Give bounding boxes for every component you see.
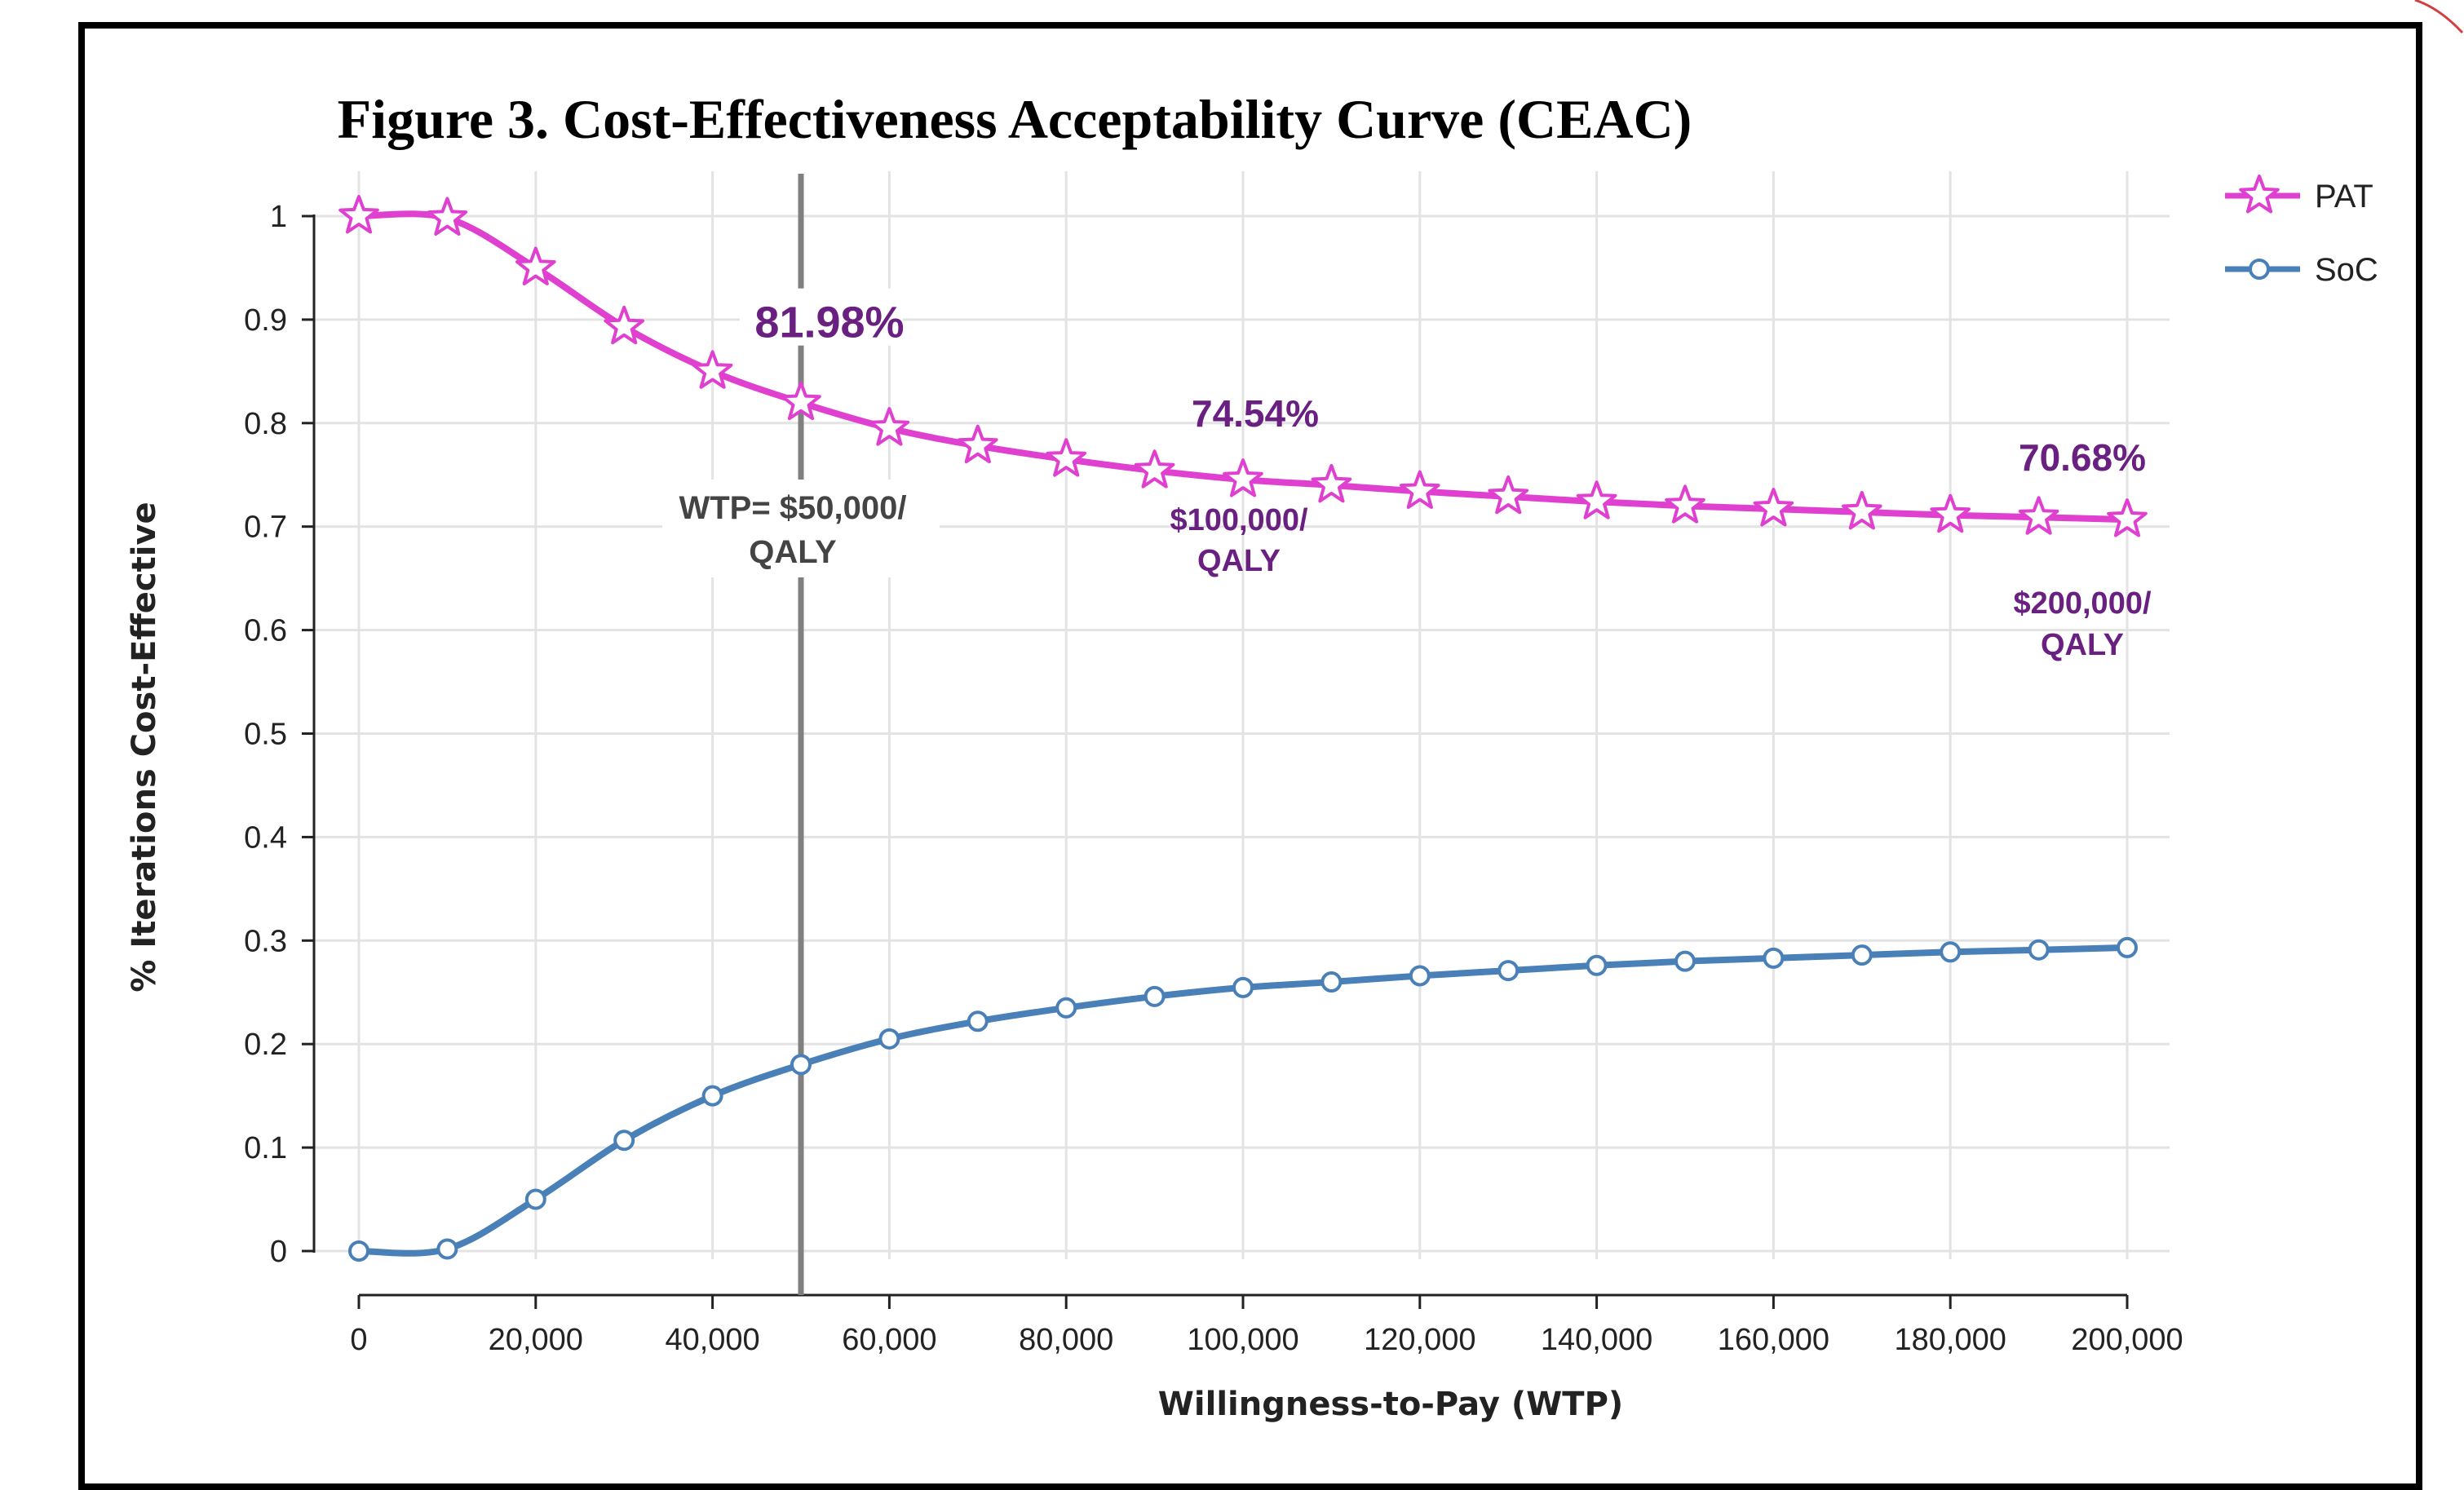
y-tick-label-5: 0.5	[244, 718, 287, 752]
pat-point-16	[1753, 488, 1794, 527]
grid	[310, 171, 2170, 1259]
y-tick-label-0: 0	[270, 1235, 287, 1269]
y-tick-label-2: 0.2	[244, 1028, 287, 1062]
soc-point-1	[436, 1238, 458, 1260]
x-tick-label-1: 20,000	[489, 1323, 583, 1357]
annotations-group: 81.98% 74.54% $100,000/QALY 70.68% $200,000/…	[740, 288, 2152, 662]
y-tick-label-1: 0.1	[244, 1131, 287, 1165]
legend-pat-marker	[2239, 175, 2280, 214]
y-tick-label-8: 0.8	[244, 407, 287, 441]
x-tick-label-8: 160,000	[1718, 1323, 1829, 1357]
pat-point-19	[2018, 496, 2059, 535]
soc-point-20	[2117, 936, 2138, 958]
pat-point-20	[2107, 498, 2148, 537]
legend-pat-label: PAT	[2315, 179, 2373, 214]
soc-point-19	[2028, 939, 2050, 961]
annotation-value-0: 81.98%	[754, 298, 904, 347]
x-tick-label-4: 80,000	[1019, 1323, 1113, 1357]
soc-point-8	[1055, 997, 1077, 1019]
wtp-label-line2: QALY	[749, 534, 837, 570]
pat-point-10	[1223, 458, 1263, 497]
pat-point-15	[1665, 484, 1705, 524]
soc-point-12	[1409, 965, 1431, 987]
y-tick-label-7: 0.7	[244, 511, 287, 545]
figure-frame: Figure 3. Cost-Effectiveness Acceptabili…	[78, 22, 2422, 1490]
pat-point-6	[869, 407, 910, 446]
x-tick-label-3: 60,000	[842, 1323, 936, 1357]
x-tick-label-6: 120,000	[1364, 1323, 1475, 1357]
soc-point-15	[1674, 950, 1696, 972]
y-tick-label-6: 0.6	[244, 614, 287, 648]
pat-point-12	[1400, 470, 1440, 509]
x-tick-label-2: 40,000	[665, 1323, 759, 1357]
pat-point-5	[781, 381, 821, 421]
chart-title: Figure 3. Cost-Effectiveness Acceptabili…	[337, 88, 1692, 150]
legend: PAT SoC	[2225, 175, 2378, 288]
annotation-sub1-2: $200,000/	[2013, 586, 2151, 621]
annotation-sub2-2: QALY	[2041, 628, 2124, 662]
annotation-sub1-1: $100,000/	[1170, 503, 1307, 537]
soc-point-10	[1232, 976, 1254, 998]
soc-point-11	[1320, 971, 1343, 993]
pat-point-3	[604, 305, 644, 345]
corner-decoration	[2414, 0, 2464, 34]
soc-point-14	[1586, 954, 1608, 976]
soc-point-13	[1497, 960, 1520, 982]
pat-point-8	[1046, 438, 1086, 477]
reference-line-group: WTP= $50,000/QALY	[662, 174, 940, 1295]
soc-point-7	[967, 1010, 989, 1032]
pat-point-14	[1576, 480, 1617, 520]
wtp-label-background	[662, 480, 940, 577]
legend-soc-label: SoC	[2315, 252, 2378, 288]
annotation-value-1: 74.54%	[1192, 392, 1319, 435]
pat-point-17	[1842, 490, 1882, 530]
x-tick-label-5: 100,000	[1187, 1323, 1298, 1357]
y-tick-label-4: 0.4	[244, 820, 287, 855]
soc-point-5	[790, 1054, 812, 1076]
soc-point-4	[701, 1085, 723, 1107]
ceac-chart: 0 0.1 0.2 0.3 0.4 0.5 0.6 0.7 0.8 0.9 1 0 20,000 40,0…	[126, 171, 2378, 1423]
soc-point-9	[1144, 985, 1166, 1007]
x-tick-label-7: 140,000	[1541, 1323, 1652, 1357]
soc-point-18	[1940, 941, 1962, 963]
soc-point-2	[524, 1188, 546, 1210]
pat-point-11	[1311, 463, 1352, 503]
pat-point-9	[1134, 449, 1175, 489]
soc-point-3	[613, 1130, 635, 1152]
x-axis-label: Willingness-to-Pay (WTP)	[1158, 1386, 1623, 1423]
wtp-label-line1: WTP= $50,000/	[679, 490, 906, 526]
pat-point-0	[338, 195, 379, 234]
x-tick-label-9: 180,000	[1895, 1323, 2006, 1357]
y-tick-label-3: 0.3	[244, 924, 287, 958]
pat-point-7	[958, 424, 998, 464]
legend-soc-marker	[2249, 259, 2270, 280]
pat-point-1	[427, 197, 468, 236]
axes: 0 0.1 0.2 0.3 0.4 0.5 0.6 0.7 0.8 0.9 1 0 20,000 40,0…	[244, 200, 2183, 1357]
annotation-value-2: 70.68%	[2019, 436, 2146, 479]
soc-point-0	[348, 1240, 369, 1262]
soc-point-16	[1763, 947, 1785, 969]
pat-point-18	[1930, 493, 1971, 533]
y-axis-label: % Iterations Cost-Effective	[126, 502, 163, 992]
y-tick-label-10: 1	[270, 200, 287, 234]
y-tick-label-9: 0.9	[244, 303, 287, 338]
pat-point-13	[1488, 475, 1528, 515]
annotation-bg-0	[740, 288, 903, 346]
x-tick-label-10: 200,000	[2071, 1323, 2183, 1357]
series-group	[338, 195, 2148, 1262]
annotation-sub2-1: QALY	[1197, 544, 1281, 578]
x-tick-label-0: 0	[350, 1323, 367, 1357]
pat-point-2	[515, 246, 556, 285]
soc-point-17	[1851, 944, 1873, 966]
soc-point-6	[878, 1028, 900, 1050]
pat-point-4	[692, 350, 733, 389]
